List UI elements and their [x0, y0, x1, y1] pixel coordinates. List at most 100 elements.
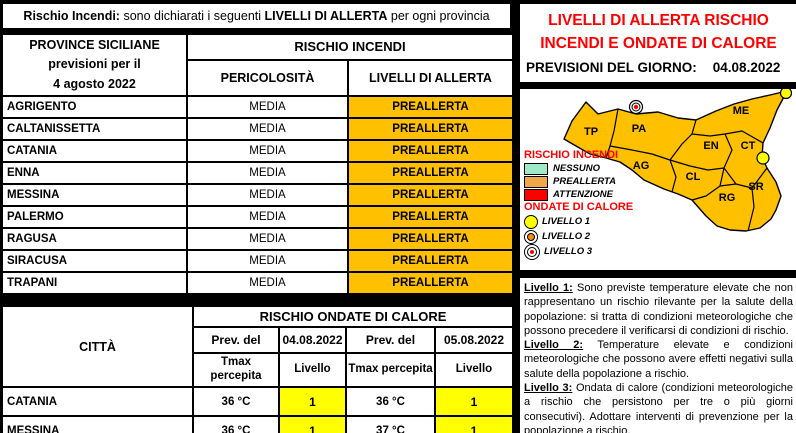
table-row: TRAPANI MEDIA PREALLERTA	[1, 271, 515, 296]
livello-header-2: Livello	[433, 352, 515, 389]
province-name: CATANIA	[1, 139, 188, 164]
livello3-marker-palermo	[628, 99, 644, 115]
legend-item-livello3: LIVELLO 3	[524, 243, 656, 260]
province-name: PALERMO	[1, 205, 188, 230]
forecast-date: 04.08.2022	[712, 59, 781, 75]
city-name: MESSINA	[1, 415, 194, 433]
livello1-marker-catania	[756, 151, 770, 165]
heat-level-value: 1	[433, 386, 515, 418]
allerta-value: PREALLERTA	[346, 139, 515, 164]
pericolosita-value: MEDIA	[186, 183, 349, 208]
map-legend: RISCHIO INCENDI NESSUNO PREALLERTA ATTEN…	[524, 149, 656, 260]
fire-banner-bold1: Rischio Incendi:	[23, 9, 120, 23]
province-header-line3: 4 agosto 2022	[53, 76, 136, 91]
left-column: Rischio Incendi: sono dichiarati i segue…	[1, 2, 515, 433]
table-row: ENNA MEDIA PREALLERTA	[1, 161, 515, 186]
province-name: AGRIGENTO	[1, 95, 188, 120]
province-label-en: EN	[703, 140, 718, 152]
province-label-me: ME	[733, 105, 750, 117]
pericolosita-value: MEDIA	[186, 205, 349, 230]
fire-banner: Rischio Incendi: sono dichiarati i segue…	[1, 2, 512, 30]
tmax-value: 37 °C	[345, 415, 436, 433]
level1-text: Sono previste temperature elevate che no…	[524, 282, 793, 337]
livello3-icon	[524, 243, 540, 260]
fire-banner-text2: per ogni provincia	[387, 9, 490, 23]
allerta-value: PREALLERTA	[346, 205, 515, 230]
citta-header: CITTÀ	[1, 305, 194, 389]
allerta-value: PREALLERTA	[346, 183, 515, 208]
nessuno-swatch	[524, 162, 548, 175]
pericolosita-value: MEDIA	[186, 271, 349, 296]
forecast-label: PREVISIONI DEL GIORNO:	[526, 59, 697, 75]
province-name: TRAPANI	[1, 271, 188, 296]
livelli-allerta-header: LIVELLI DI ALLERTA	[346, 58, 515, 98]
province-name: CALTANISSETTA	[1, 117, 188, 142]
tmax-value: 36 °C	[345, 386, 436, 418]
province-header-line2: previsioni per il	[48, 57, 141, 72]
sicily-map-svg: TP PA AG EN CT ME CL RG SR	[563, 89, 793, 232]
table-row: PALERMO MEDIA PREALLERTA	[1, 205, 515, 230]
level2-paragraph: Livello 2: Temperature elevate e condizi…	[524, 338, 793, 381]
sicily-map: TP PA AG EN CT ME CL RG SR	[518, 87, 796, 272]
livello1-marker-messina	[779, 89, 793, 100]
level3-text: Ondata di calore (condizioni meteorologi…	[524, 382, 794, 433]
tmax-value: 36 °C	[192, 386, 280, 418]
province-label-pa: PA	[632, 123, 647, 135]
province-label-rg: RG	[719, 192, 736, 204]
legend-fire-title: RISCHIO INCENDI	[524, 149, 619, 161]
table-row: SIRACUSA MEDIA PREALLERTA	[1, 249, 515, 274]
allerta-value: PREALLERTA	[346, 95, 515, 120]
heat-wave-table: CITTÀ RISCHIO ONDATE DI CALORE Prev. del…	[1, 305, 515, 433]
level3-label: Livello 3:	[524, 382, 573, 395]
allerta-value: PREALLERTA	[346, 249, 515, 274]
pericolosita-header: PERICOLOSITÀ	[186, 58, 349, 98]
page-title-line2: INCENDI E ONDATE DI CALORE	[540, 35, 777, 53]
level3-paragraph: Livello 3: Ondata di calore (condizioni …	[524, 381, 793, 433]
table-row: AGRIGENTO MEDIA PREALLERTA	[1, 95, 515, 120]
table-row: CALTANISSETTA MEDIA PREALLERTA	[1, 117, 515, 142]
province-label-ct: CT	[741, 140, 756, 152]
livello1-icon	[524, 214, 538, 229]
prev-del-label-2: Prev. del	[345, 326, 436, 355]
province-name: SIRACUSA	[1, 249, 188, 274]
allerta-value: PREALLERTA	[346, 227, 515, 252]
forecast-date-1: 04.08.2022	[278, 326, 347, 355]
province-header-line1: PROVINCE SICILIANE	[29, 38, 160, 52]
pericolosita-value: MEDIA	[186, 161, 349, 186]
heat-level-value: 1	[278, 415, 347, 433]
fire-group-header: RISCHIO INCENDI	[185, 33, 515, 61]
fire-banner-text1: sono dichiarati i seguenti	[119, 9, 265, 23]
pericolosita-value: MEDIA	[186, 249, 349, 274]
right-column: LIVELLI DI ALLERTA RISCHIO INCENDI E OND…	[518, 2, 796, 433]
legend-item-livello2: LIVELLO 2	[524, 229, 656, 244]
level2-label: Livello 2:	[524, 339, 584, 352]
legend-item-nessuno: NESSUNO	[524, 162, 656, 175]
prev-del-label-1: Prev. del	[192, 326, 280, 355]
province-name: MESSINA	[1, 183, 188, 208]
heat-level-value: 1	[278, 386, 347, 418]
level1-label: Livello 1:	[524, 282, 573, 294]
table-row: RAGUSA MEDIA PREALLERTA	[1, 227, 515, 252]
table-row: CATANIA MEDIA PREALLERTA	[1, 139, 515, 164]
forecast-line: PREVISIONI DEL GIORNO: 04.08.2022	[520, 60, 796, 75]
pericolosita-value: MEDIA	[186, 227, 349, 252]
levels-description-box: Livello 1: Sono previste temperature ele…	[518, 276, 796, 433]
level2-text: Temperature elevate e condizioni meteoro…	[524, 339, 793, 380]
legend-item-livello1: LIVELLO 1	[524, 214, 656, 229]
province-label-cl: CL	[686, 171, 701, 183]
city-name: CATANIA	[1, 386, 194, 418]
province-name: RAGUSA	[1, 227, 188, 252]
province-name: ENNA	[1, 161, 188, 186]
sicily-island-shape	[563, 90, 788, 232]
table-row: MESSINA 36 °C 1 37 °C 1	[1, 415, 515, 433]
title-box: LIVELLI DI ALLERTA RISCHIO INCENDI E OND…	[518, 2, 796, 84]
allerta-value: PREALLERTA	[346, 271, 515, 296]
allerta-value: PREALLERTA	[346, 117, 515, 142]
tmax-value: 36 °C	[192, 415, 280, 433]
fire-risk-table: PROVINCE SICILIANE previsioni per il 4 a…	[1, 32, 515, 296]
level1-paragraph: Livello 1: Sono previste temperature ele…	[524, 281, 793, 338]
province-label-ag: AG	[633, 160, 650, 172]
province-label-sr: SR	[748, 181, 763, 193]
province-column-header: PROVINCE SICILIANE previsioni per il 4 a…	[1, 32, 188, 98]
